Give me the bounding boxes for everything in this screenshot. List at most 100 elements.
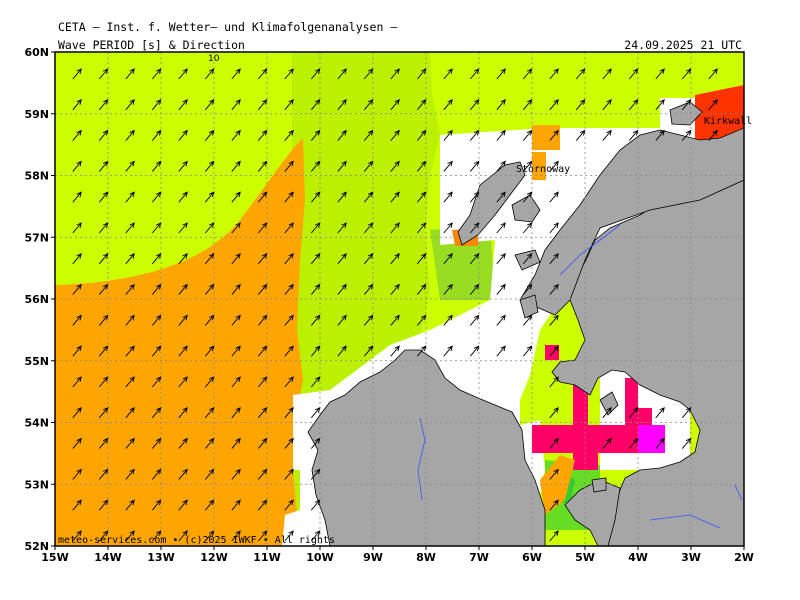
direction-arrow xyxy=(204,191,215,203)
lon-label: 7W xyxy=(469,551,489,564)
direction-arrow xyxy=(549,253,559,265)
direction-arrow xyxy=(443,99,453,111)
lat-label: 59N xyxy=(24,108,49,121)
wave-direction-arrows xyxy=(72,68,718,542)
direction-arrow xyxy=(178,68,188,80)
direction-arrow xyxy=(681,68,692,80)
direction-arrow xyxy=(310,253,321,265)
direction-arrow xyxy=(284,345,294,357)
direction-arrow xyxy=(628,437,639,449)
direction-arrow xyxy=(204,99,215,111)
direction-arrow xyxy=(284,283,294,295)
direction-arrow xyxy=(151,345,162,357)
direction-arrow xyxy=(363,129,374,141)
direction-arrow xyxy=(522,129,533,141)
land-great-britain xyxy=(551,127,744,546)
direction-arrow xyxy=(72,437,82,449)
period-field-long-patch xyxy=(532,125,560,150)
direction-arrow xyxy=(708,68,718,80)
direction-arrow xyxy=(72,407,82,419)
direction-arrow xyxy=(204,437,215,449)
period-field-long-patch xyxy=(540,455,575,515)
direction-arrow xyxy=(416,345,427,357)
direction-arrow xyxy=(231,222,241,234)
direction-arrow xyxy=(204,283,215,295)
direction-arrow xyxy=(178,468,188,480)
direction-arrow xyxy=(178,437,188,449)
direction-arrow xyxy=(72,376,82,388)
period-field-violet xyxy=(638,425,665,453)
direction-arrow xyxy=(72,222,82,234)
land-ireland xyxy=(307,349,546,546)
direction-arrow xyxy=(231,468,241,480)
direction-arrow xyxy=(178,191,188,203)
direction-arrow xyxy=(549,376,559,388)
direction-arrow xyxy=(310,376,321,388)
direction-arrow xyxy=(284,160,294,172)
place-label-stornoway: Stornoway xyxy=(516,164,570,175)
direction-arrow xyxy=(496,345,506,357)
direction-arrow xyxy=(178,530,188,542)
direction-arrow xyxy=(284,530,294,542)
direction-arrow xyxy=(469,314,480,326)
direction-arrow xyxy=(496,99,506,111)
direction-arrow xyxy=(231,160,241,172)
lon-label: 3W xyxy=(681,551,701,564)
direction-arrow xyxy=(549,314,559,326)
direction-arrow xyxy=(416,99,427,111)
direction-arrow xyxy=(204,407,215,419)
direction-arrow xyxy=(655,129,665,141)
direction-arrow xyxy=(284,468,294,480)
direction-arrow xyxy=(72,253,82,265)
direction-arrow xyxy=(204,376,215,388)
direction-arrow xyxy=(628,407,639,419)
period-field-long-patch xyxy=(532,152,546,180)
lon-label: 10W xyxy=(306,551,333,564)
direction-arrow xyxy=(390,345,400,357)
direction-arrow xyxy=(390,314,400,326)
land-outer-hebrides xyxy=(457,161,526,246)
direction-arrow xyxy=(522,99,533,111)
direction-arrow xyxy=(178,499,188,511)
direction-arrow xyxy=(151,191,162,203)
direction-arrow xyxy=(257,191,268,203)
direction-arrow xyxy=(443,129,453,141)
direction-arrow xyxy=(151,222,162,234)
direction-arrow xyxy=(231,499,241,511)
direction-arrow xyxy=(628,68,639,80)
direction-arrow xyxy=(178,376,188,388)
direction-arrow xyxy=(178,160,188,172)
direction-arrow xyxy=(178,345,188,357)
direction-arrow xyxy=(443,68,453,80)
direction-arrow xyxy=(257,99,268,111)
lat-label: 56N xyxy=(24,293,49,306)
direction-arrow xyxy=(416,191,427,203)
river-line xyxy=(734,484,743,501)
direction-arrow xyxy=(151,68,162,80)
lat-label: 52N xyxy=(24,540,49,553)
direction-arrow xyxy=(178,222,188,234)
direction-arrow xyxy=(257,253,268,265)
lat-label: 55N xyxy=(24,355,49,368)
lat-label: 57N xyxy=(24,231,49,244)
direction-arrow xyxy=(416,253,427,265)
direction-arrow xyxy=(337,222,347,234)
direction-arrow xyxy=(284,376,294,388)
direction-arrow xyxy=(72,499,82,511)
direction-arrow xyxy=(681,99,692,111)
direction-arrow xyxy=(125,314,135,326)
direction-arrow xyxy=(628,99,639,111)
direction-arrow xyxy=(257,407,268,419)
direction-arrow xyxy=(231,345,241,357)
direction-arrow xyxy=(602,407,612,419)
direction-arrow xyxy=(708,99,718,111)
direction-arrow xyxy=(231,129,241,141)
direction-arrow xyxy=(151,314,162,326)
direction-arrow xyxy=(231,191,241,203)
direction-arrow xyxy=(284,68,294,80)
direction-arrow xyxy=(125,253,135,265)
direction-arrow xyxy=(496,222,506,234)
direction-arrow xyxy=(337,283,347,295)
direction-arrow xyxy=(125,407,135,419)
direction-arrow xyxy=(602,129,612,141)
